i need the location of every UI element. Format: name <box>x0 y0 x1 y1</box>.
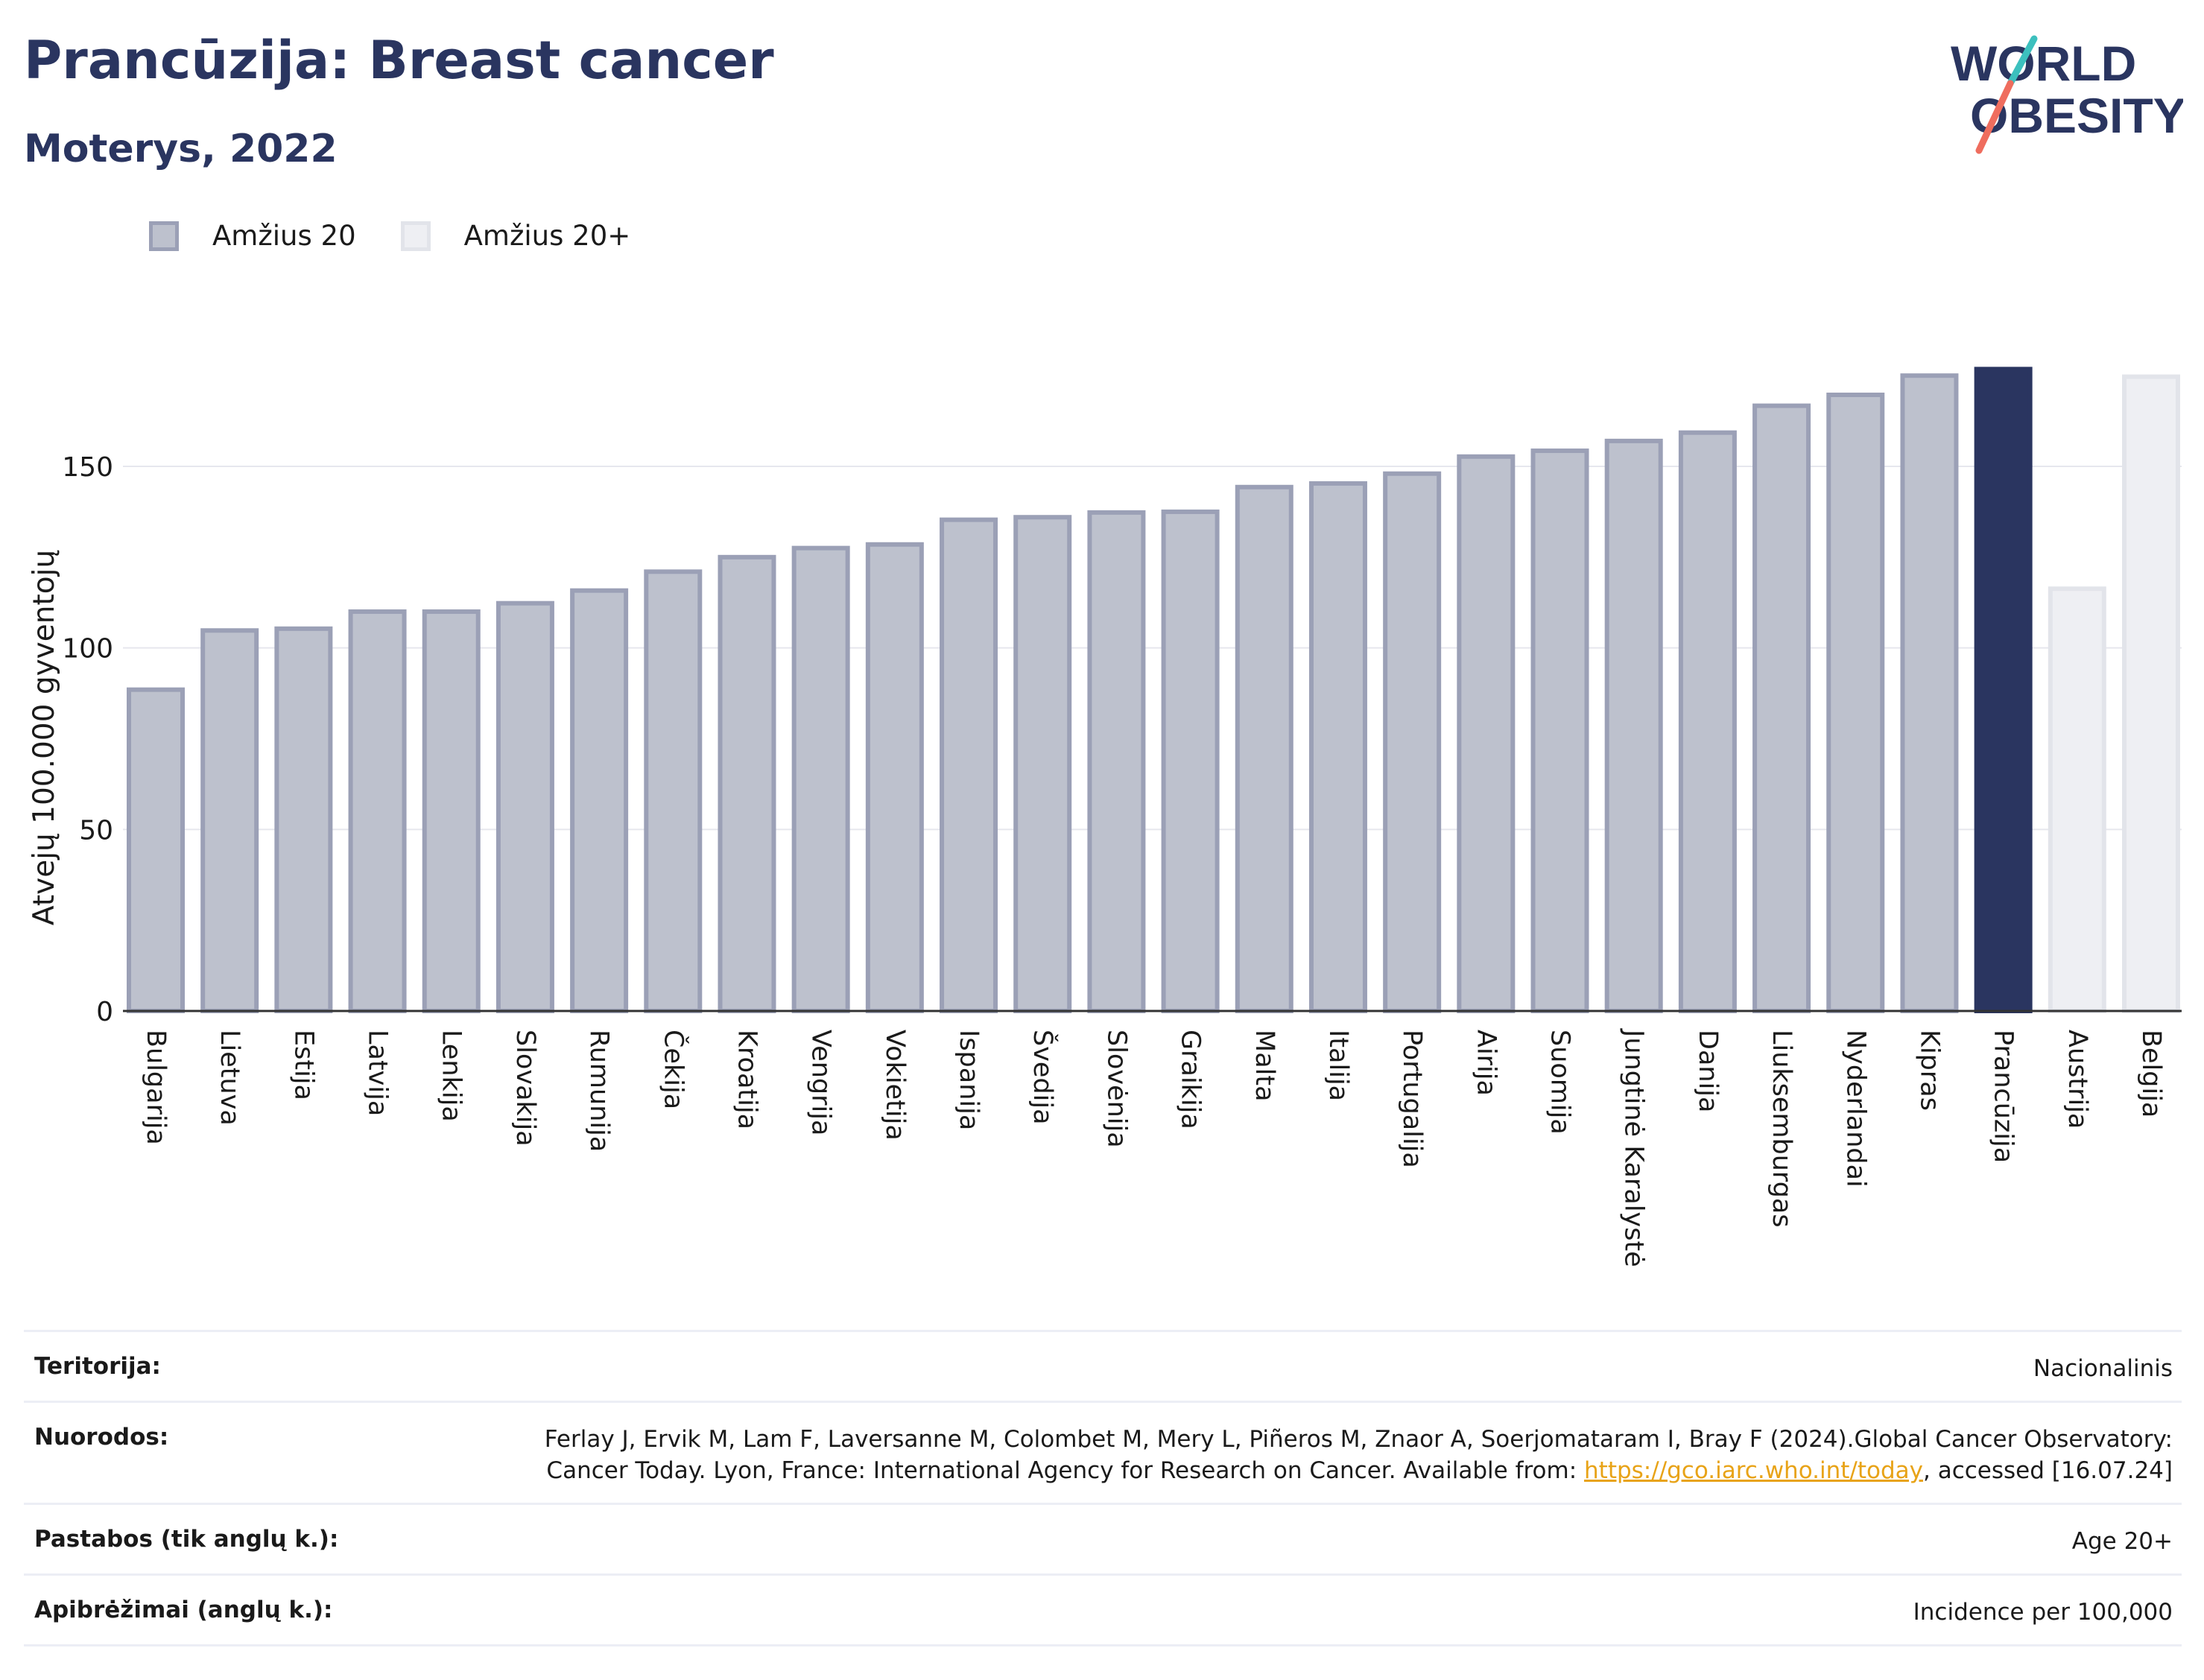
bar-airija <box>1457 454 1516 1013</box>
x-tick-label-graikija: Graikija <box>1176 1030 1206 1129</box>
chart-footer: Teritorija: Nacionalinis Nuorodos: Ferla… <box>24 1330 2182 1646</box>
bar-kroatija <box>718 554 776 1013</box>
reference-accessed: , accessed [16.07.24] <box>1922 1457 2173 1484</box>
x-tick-label-italija: Italija <box>1323 1030 1353 1101</box>
bar-slovakija <box>495 600 554 1013</box>
bar-portugalija <box>1383 471 1442 1013</box>
reference-text: Ferlay J, Ervik M, Lam F, Laversanne M, … <box>544 1426 2173 1484</box>
y-tick-label-50: 50 <box>79 815 113 846</box>
footer-value-territory: Nacionalinis <box>2033 1355 2173 1382</box>
y-tick-label-150: 150 <box>62 452 113 483</box>
x-tick-label-nyderlandai: Nyderlandai <box>1840 1030 1870 1188</box>
logo-slash-coral <box>1975 80 2014 154</box>
footer-row-notes: Pastabos (tik anglų k.): Age 20+ <box>24 1503 2182 1573</box>
legend-label-age-20-plus: Amžius 20+ <box>463 220 631 252</box>
footer-value-notes: Age 20+ <box>2071 1528 2173 1555</box>
bar-lietuva <box>200 628 259 1013</box>
bar-nyderlandai <box>1826 392 1885 1013</box>
x-tick-label-portugalija: Portugalija <box>1397 1030 1427 1168</box>
bar-čekija <box>644 569 703 1013</box>
y-tick-label-0: 0 <box>96 997 113 1027</box>
bar-austrija <box>2048 586 2106 1013</box>
bar-lenkija <box>422 609 481 1013</box>
x-tick-label-austrija: Austrija <box>2062 1030 2092 1129</box>
x-tick-label-airija: Airija <box>1471 1030 1501 1096</box>
footer-label-definitions: Apibrėžimai (anglų k.): <box>34 1597 333 1623</box>
x-tick-label-vengrija: Vengrija <box>806 1030 836 1135</box>
footer-value-references: Ferlay J, Ervik M, Lam F, Laversanne M, … <box>459 1424 2173 1486</box>
x-tick-label-čekija: Čekija <box>658 1030 689 1109</box>
reference-link[interactable]: https://gco.iarc.who.int/today <box>1584 1457 1923 1484</box>
world-obesity-logo: WORLD OBESITY <box>1951 35 2183 154</box>
x-tick-label-rumunija: Rumunija <box>584 1030 614 1152</box>
bar-jungtinė-karalystė <box>1604 438 1663 1013</box>
bar-prancūzija <box>1974 367 2033 1013</box>
bar-vokietija <box>865 542 924 1013</box>
bar-belgija <box>2122 374 2180 1013</box>
x-tick-label-lietuva: Lietuva <box>215 1030 244 1126</box>
bar-ispanija <box>940 517 998 1013</box>
x-tick-label-jungtinė-karalystė: Jungtinė Karalystė <box>1619 1028 1649 1267</box>
x-tick-label-danija: Danija <box>1693 1030 1723 1112</box>
y-axis-title: Atvejų 100.000 gyventojų <box>28 550 61 925</box>
x-tick-label-malta: Malta <box>1250 1030 1279 1102</box>
bar-chart: 0 50 100 150 Atvejų 100.000 gyventojų Bulgari… <box>28 367 2182 1267</box>
bar-suomija <box>1530 448 1589 1013</box>
x-tick-label-slovėnija: Slovėnija <box>1101 1030 1131 1148</box>
x-tick-label-liuksemburgas: Liuksemburgas <box>1767 1030 1796 1228</box>
bar-vengrija <box>791 545 850 1013</box>
bar-bulgarija <box>127 687 185 1014</box>
bar-graikija <box>1161 509 1220 1013</box>
bar-latvija <box>348 609 407 1013</box>
x-tick-label-suomija: Suomija <box>1545 1030 1575 1135</box>
chart-subtitle: Moterys, 2022 <box>24 127 338 171</box>
legend-label-age-20: Amžius 20 <box>212 220 356 252</box>
bar-liuksemburgas <box>1752 403 1811 1013</box>
bar-estija <box>274 626 333 1013</box>
legend-swatch-age-20-plus <box>400 221 431 251</box>
legend-item-age-20-plus[interactable]: Amžius 20+ <box>400 220 631 252</box>
bar-rumunija <box>570 588 629 1013</box>
bar-švedija <box>1013 515 1072 1013</box>
footer-row-references: Nuorodos: Ferlay J, Ervik M, Lam F, Lave… <box>24 1401 2182 1503</box>
x-tick-label-slovakija: Slovakija <box>510 1030 540 1147</box>
x-tick-label-lenkija: Lenkija <box>437 1030 466 1122</box>
bar-slovėnija <box>1087 510 1146 1013</box>
x-tick-label-estija: Estija <box>288 1030 318 1100</box>
footer-row-definitions: Apibrėžimai (anglų k.): Incidence per 10… <box>24 1573 2182 1646</box>
logo-text-world: WORLD <box>1951 36 2136 91</box>
x-tick-label-belgija: Belgija <box>2136 1030 2166 1118</box>
footer-row-territory: Teritorija: Nacionalinis <box>24 1330 2182 1401</box>
y-tick-label-100: 100 <box>62 634 113 665</box>
bar-kipras <box>1900 373 1959 1013</box>
footer-label-notes: Pastabos (tik anglų k.): <box>34 1526 339 1553</box>
x-tick-label-ispanija: Ispanija <box>954 1030 984 1130</box>
bar-danija <box>1678 430 1737 1013</box>
chart-legend: Amžius 20 Amžius 20+ <box>149 220 675 252</box>
chart-title: Prancūzija: Breast cancer <box>24 30 774 91</box>
bar-malta <box>1235 484 1293 1013</box>
legend-item-age-20[interactable]: Amžius 20 <box>149 220 356 252</box>
x-tick-label-vokietija: Vokietija <box>880 1030 910 1141</box>
footer-value-definitions: Incidence per 100,000 <box>1913 1599 2173 1626</box>
footer-label-references: Nuorodos: <box>34 1424 169 1451</box>
logo-slash-teal <box>2007 35 2038 87</box>
footer-label-territory: Teritorija: <box>34 1353 161 1380</box>
legend-swatch-age-20 <box>149 221 179 251</box>
x-tick-label-prancūzija: Prancūzija <box>1989 1030 2018 1163</box>
x-tick-label-švedija: Švedija <box>1027 1030 1059 1125</box>
bar-italija <box>1308 481 1367 1013</box>
x-tick-label-kipras: Kipras <box>1914 1030 1944 1111</box>
x-tick-label-bulgarija: Bulgarija <box>141 1030 171 1145</box>
x-tick-label-kroatija: Kroatija <box>732 1030 761 1129</box>
x-tick-label-latvija: Latvija <box>363 1030 393 1116</box>
